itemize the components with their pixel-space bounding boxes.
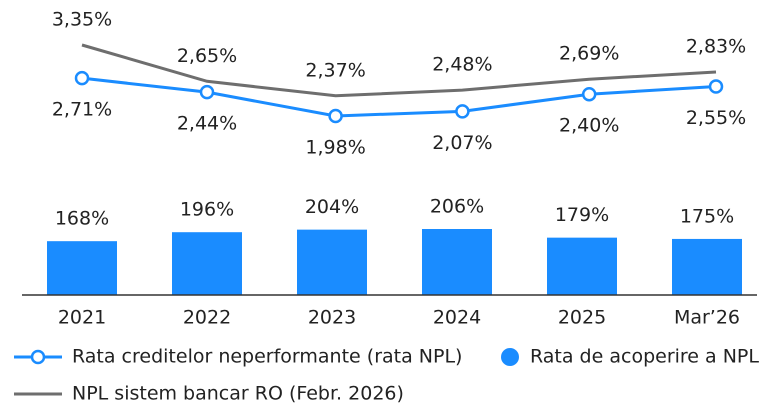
data-label: 168% <box>55 208 109 230</box>
legend-swatch <box>30 349 46 365</box>
data-label: 2,40% <box>559 115 619 137</box>
bar <box>297 229 367 295</box>
data-label: 3,35% <box>52 9 112 31</box>
x-tick-label: 2021 <box>58 307 106 329</box>
data-label: 2,71% <box>52 99 112 121</box>
data-label: 1,98% <box>305 137 365 159</box>
data-label: 179% <box>555 204 609 226</box>
x-tick-label: 2024 <box>433 307 481 329</box>
data-label: 2,37% <box>305 59 365 81</box>
data-label: 206% <box>430 196 484 218</box>
legend-swatch <box>501 348 519 366</box>
data-label: 2,07% <box>432 132 492 154</box>
data-label: 204% <box>305 196 359 218</box>
x-tick-label: Mar’26 <box>674 307 740 329</box>
bar <box>47 241 117 295</box>
legend-label: Rata de acoperire a NPL <box>530 346 759 368</box>
data-label: 175% <box>680 205 734 227</box>
line <box>81 76 717 118</box>
marker <box>455 104 470 119</box>
legend-label: NPL sistem bancar RO (Febr. 2026) <box>72 383 404 405</box>
data-label: 2,55% <box>686 107 746 129</box>
marker <box>581 86 597 102</box>
bar <box>672 238 742 295</box>
marker <box>708 79 724 94</box>
x-tick-label: 2025 <box>558 307 606 329</box>
data-label: 2,69% <box>559 43 619 65</box>
bar <box>172 232 242 295</box>
bar <box>422 229 492 295</box>
data-label: 2,65% <box>177 45 237 67</box>
x-tick-label: 2022 <box>183 307 231 329</box>
data-label: 2,44% <box>177 113 237 135</box>
bar <box>547 237 617 295</box>
data-label: 2,48% <box>432 54 492 76</box>
legend-label: Rata creditelor neperformante (rata NPL) <box>72 346 462 368</box>
line <box>81 43 717 98</box>
marker <box>199 84 215 100</box>
data-label: 196% <box>180 199 234 221</box>
marker <box>74 70 90 86</box>
x-tick-label: 2023 <box>308 307 356 329</box>
marker <box>328 108 343 124</box>
data-label: 2,83% <box>686 35 746 57</box>
